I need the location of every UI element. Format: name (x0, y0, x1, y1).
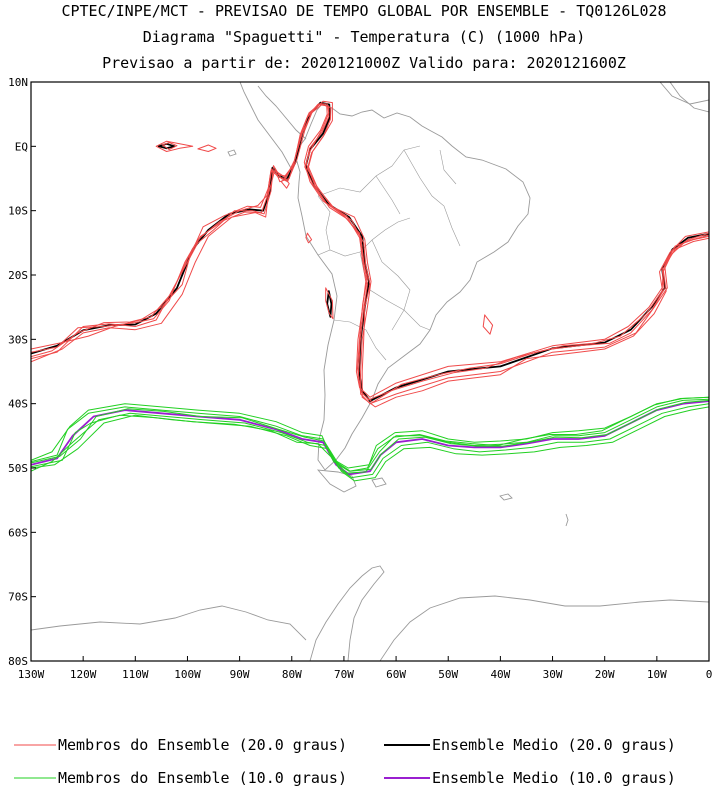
y-tick-label: 30S (8, 333, 28, 346)
x-tick-label: 110W (122, 668, 149, 681)
y-tick-label: 40S (8, 398, 28, 411)
antarctica-pacific-coastline (31, 605, 307, 641)
x-tick-label: 0 (706, 668, 713, 681)
x-tick-label: 10W (647, 668, 667, 681)
header-title-line-1: CPTEC/INPE/MCT - PREVISAO DE TEMPO GLOBA… (61, 2, 666, 20)
member-contour-20-9 (280, 178, 290, 189)
legend-item-members-20: Membros do Ensemble (20.0 graus) (14, 736, 347, 754)
header-title-line-2: Diagrama "Spaguetti" - Temperatura (C) (… (143, 28, 586, 46)
x-tick-label: 130W (18, 668, 45, 681)
x-tick-label: 80W (282, 668, 302, 681)
central-america-north-coastline (257, 85, 307, 140)
x-tick-label: 40W (490, 668, 510, 681)
member-contour-20-11 (305, 232, 313, 244)
member-contour-10-3 (31, 396, 709, 469)
map-frame (30, 81, 710, 662)
west-africa-coastline (669, 82, 709, 113)
legend-label-members-10: Membros do Ensemble (10.0 graus) (58, 769, 347, 787)
y-tick-label: 80S (8, 655, 28, 668)
member-contour-20-7 (197, 144, 217, 152)
header-title-line-3: Previsao a partir de: 2020121000Z Valido… (102, 54, 626, 72)
member-contour-10-2 (31, 396, 709, 474)
x-tick-label: 100W (174, 668, 201, 681)
coastline-layer (31, 82, 709, 661)
x-tick-label: 90W (230, 668, 250, 681)
tierra-del-fuego-coastline (316, 469, 357, 493)
y-tick-label: 20S (8, 269, 28, 282)
member-contour-20-4 (31, 103, 709, 401)
member-contour-20-10 (482, 314, 494, 335)
member-contour-10-4 (31, 406, 709, 482)
y-tick-label: EQ (15, 140, 28, 153)
legend-item-mean-10: Ensemble Medio (10.0 graus) (384, 769, 676, 787)
legend-label-members-20: Membros do Ensemble (20.0 graus) (58, 736, 347, 754)
sandwich-islands-coastline (565, 513, 569, 527)
member-contour-20-8 (325, 287, 334, 320)
x-tick-label: 70W (334, 668, 354, 681)
axis-layer: 130W 120W 110W 100W 90W 80W 70W 60W 50W 40W 30W 20W… (8, 76, 712, 681)
antarctic-peninsula-coastline (309, 565, 385, 661)
legend-label-mean-10: Ensemble Medio (10.0 graus) (432, 769, 676, 787)
series-members-20 (31, 100, 709, 408)
y-tick-label: 10S (8, 205, 28, 218)
legend-item-mean-20: Ensemble Medio (20.0 graus) (384, 736, 676, 754)
member-contour-10-0 (31, 398, 709, 472)
x-tick-label: 60W (386, 668, 406, 681)
member-contour-20-5 (155, 140, 194, 152)
galapagos-coastline (227, 149, 237, 157)
member-contour-20-6 (161, 142, 178, 151)
legend-item-members-10: Membros do Ensemble (10.0 graus) (14, 769, 347, 787)
y-tick-label: 70S (8, 591, 28, 604)
member-contour-20-1 (31, 104, 709, 398)
x-tick-label: 50W (438, 668, 458, 681)
member-contour-10-5 (31, 399, 709, 472)
y-tick-label: 10N (8, 76, 28, 89)
antarctica-weddell-coastline (379, 595, 709, 661)
member-contour-20-2 (31, 104, 709, 408)
y-tick-label: 50S (8, 462, 28, 475)
x-tick-label: 120W (70, 668, 97, 681)
falklands-coastline (371, 477, 387, 488)
x-tick-label: 20W (595, 668, 615, 681)
central-america-coastline (239, 82, 293, 171)
series-members-10 (31, 396, 709, 482)
south-georgia-coastline (499, 493, 513, 501)
legend: Membros do Ensemble (20.0 graus) Ensembl… (14, 736, 676, 787)
greenland-edge-coastline (659, 82, 709, 105)
x-tick-label: 30W (543, 668, 563, 681)
y-tick-label: 60S (8, 526, 28, 539)
member-contour-20-0 (31, 100, 709, 405)
member-contour-10-1 (31, 403, 709, 479)
contour-series-layer (31, 100, 709, 482)
mean-contour-20-2 (326, 290, 333, 318)
legend-label-mean-20: Ensemble Medio (20.0 graus) (432, 736, 676, 754)
map-plot-area: 130W 120W 110W 100W 90W 80W 70W 60W 50W 40W 30W 20W… (8, 76, 712, 681)
south-america-coastline (295, 103, 531, 471)
